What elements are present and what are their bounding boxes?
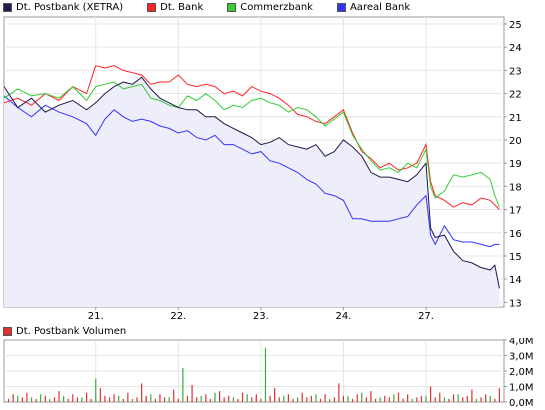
legend-label-volume: Dt. Postbank Volumen <box>16 325 127 337</box>
price-x-tick-label: 27. <box>418 311 434 320</box>
legend-item-commerzbank: Commerzbank <box>227 2 313 13</box>
legend-swatch-volume <box>3 326 12 336</box>
volume-y-tick-label: 2,0M <box>509 367 534 378</box>
volume-y-tick-label: 4,0M <box>509 338 534 347</box>
volume-bars <box>7 347 501 402</box>
price-y-tick-label: 18 <box>509 182 522 193</box>
price-y-tick-label: 13 <box>509 298 522 309</box>
price-y-axis: 13 14 15 16 17 18 19 20 21 22 23 24 25 <box>504 20 522 309</box>
price-x-tick-label: 24. <box>335 311 351 320</box>
price-y-tick-label: 17 <box>509 206 522 217</box>
price-y-tick-label: 21 <box>509 113 522 124</box>
legend-swatch-aareal-bank <box>336 2 346 12</box>
volume-grid <box>4 340 504 402</box>
legend-item-dt-postbank: Dt. Postbank (XETRA) <box>3 2 123 13</box>
postbank-area-fill <box>4 77 500 307</box>
volume-chart-legend: Dt. Postbank Volumen <box>3 324 150 338</box>
price-x-tick-label: 22. <box>170 311 186 320</box>
legend-item-volume: Dt. Postbank Volumen <box>3 326 126 337</box>
volume-y-axis: 0,0M 1,0M 2,0M 3,0M 4,0M <box>504 338 534 409</box>
legend-swatch-dt-postbank <box>3 2 12 12</box>
series-line-dt-postbank-xetra <box>3 76 500 289</box>
volume-y-tick-label: 0,0M <box>509 398 534 409</box>
series-line-aareal-bank <box>3 95 500 248</box>
legend-label-commerzbank: Commerzbank <box>240 1 313 13</box>
price-y-tick-label: 14 <box>509 275 522 286</box>
legend-label-dt-bank: Dt. Bank <box>160 1 204 13</box>
legend-item-dt-bank: Dt. Bank <box>147 2 203 13</box>
price-y-tick-label: 20 <box>509 136 522 147</box>
price-y-tick-label: 19 <box>509 159 522 170</box>
series-line-commerzbank <box>3 81 500 208</box>
price-lines <box>3 65 500 289</box>
volume-y-tick-label: 3,0M <box>509 352 534 363</box>
price-y-tick-label: 16 <box>509 229 522 240</box>
legend-swatch-dt-bank <box>147 2 157 12</box>
legend-item-aareal-bank: Aareal Bank <box>336 1 411 13</box>
series-line-dt-bank <box>3 65 500 210</box>
price-y-tick-label: 24 <box>509 43 522 54</box>
legend-label-dt-postbank: Dt. Postbank (XETRA) <box>16 1 124 13</box>
price-x-axis: 21. 22. 23. 24. 27. <box>88 307 434 320</box>
price-x-tick-label: 23. <box>253 311 269 320</box>
legend-swatch-commerzbank <box>227 2 237 12</box>
volume-y-tick-label: 1,0M <box>509 383 534 394</box>
price-y-tick-label: 23 <box>509 66 522 77</box>
legend-label-aareal-bank: Aareal Bank <box>349 1 411 13</box>
volume-chart: 0,0M 1,0M 2,0M 3,0M 4,0M <box>3 338 534 409</box>
price-chart-legend: Dt. Postbank (XETRA) Dt. Bank Commerzban… <box>3 0 434 14</box>
price-y-tick-label: 25 <box>509 20 522 31</box>
price-x-tick-label: 21. <box>88 311 104 320</box>
price-y-tick-label: 15 <box>509 252 522 263</box>
price-y-tick-label: 22 <box>509 90 522 101</box>
